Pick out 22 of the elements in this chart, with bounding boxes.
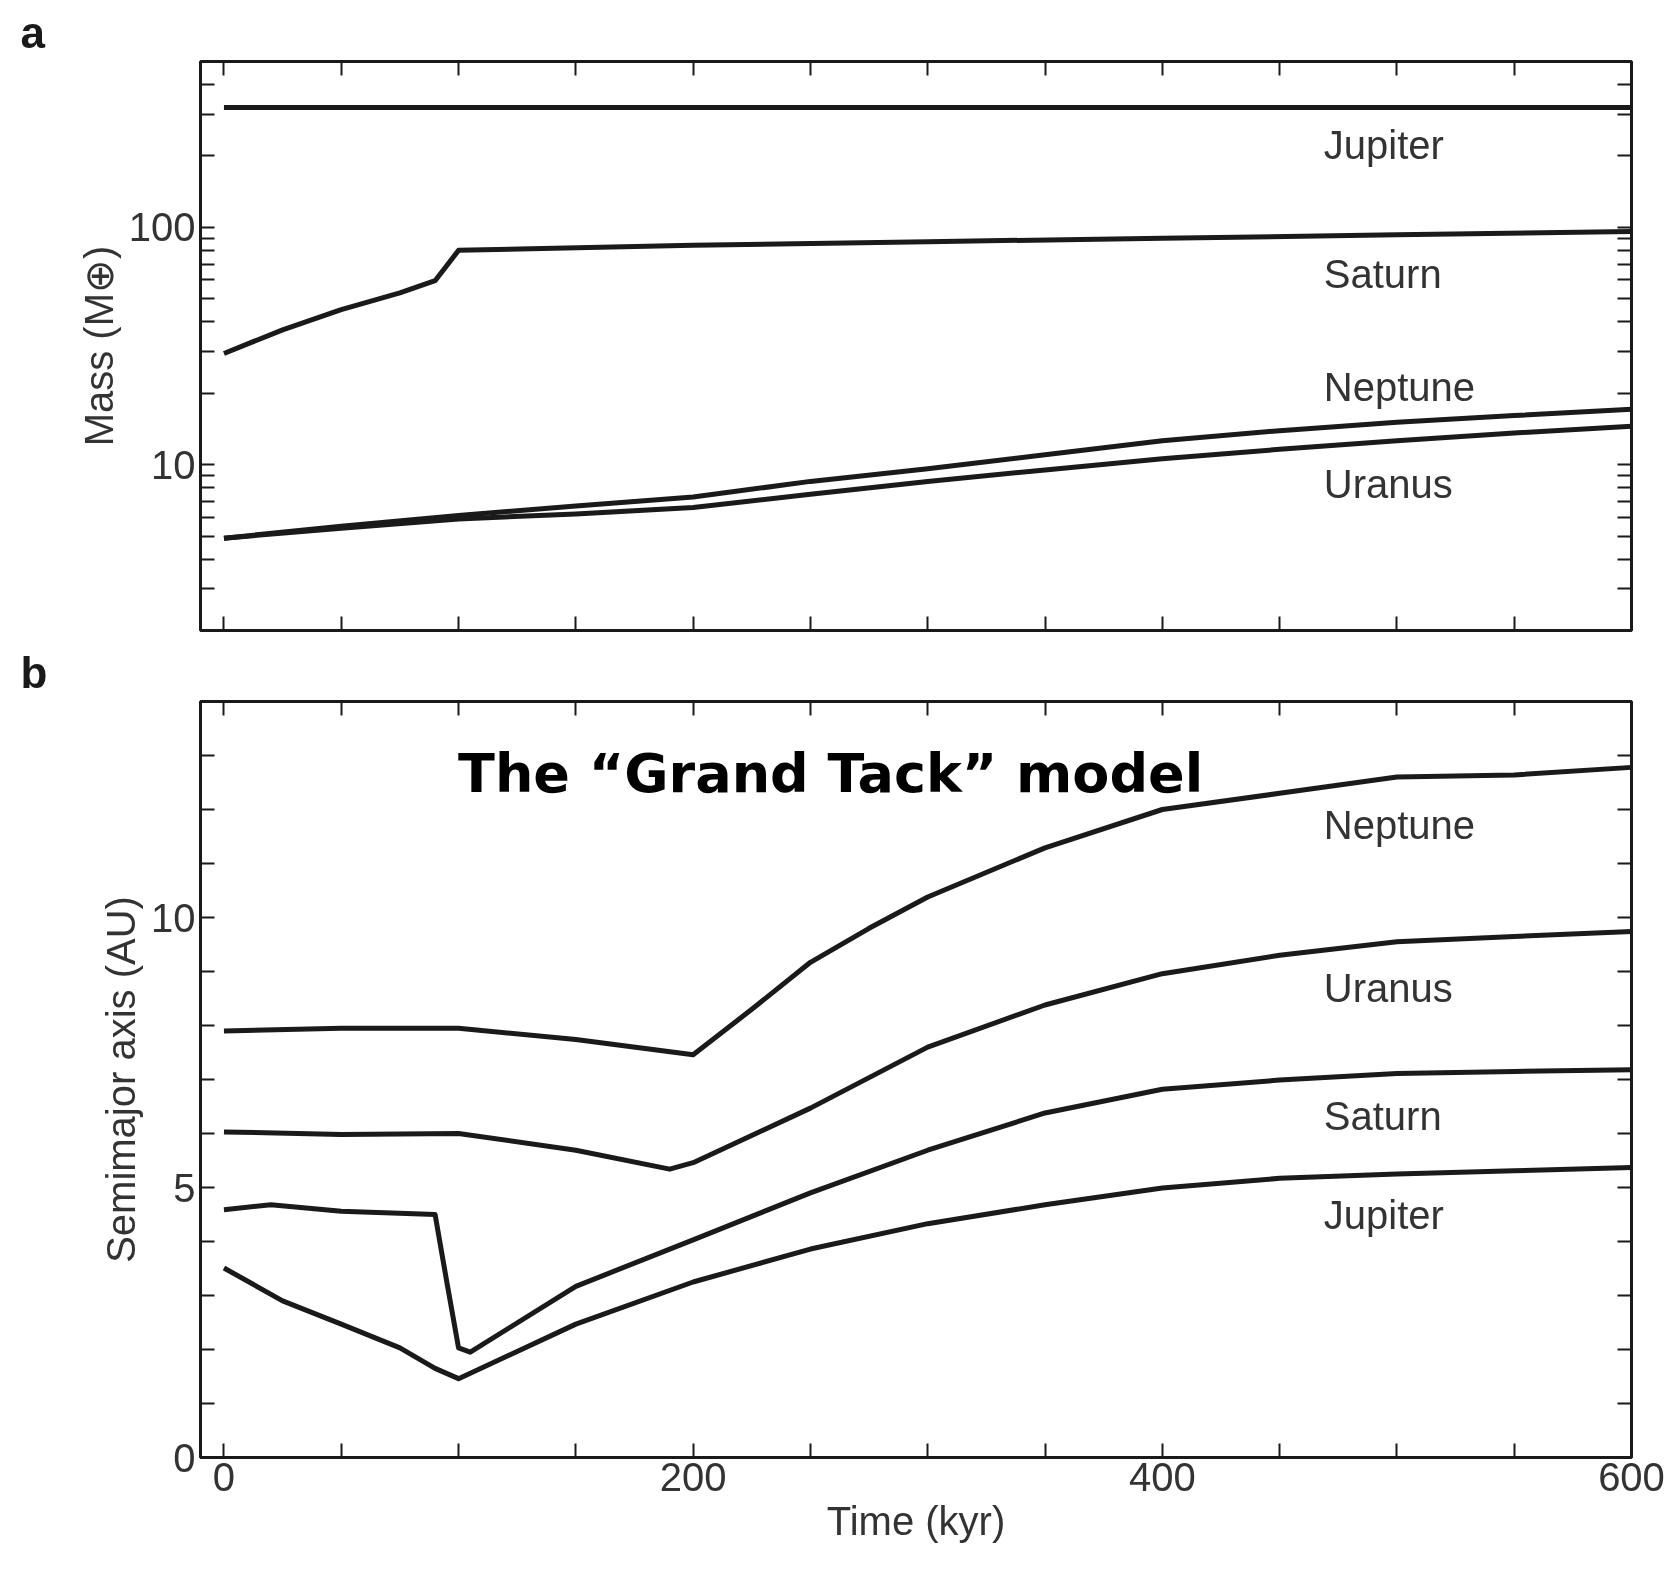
annotation: The “Grand Tack” model: [458, 741, 1204, 805]
y-tick-label: 10: [151, 895, 196, 940]
y-axis-title: Mass (M⊕): [76, 245, 121, 447]
y-tick-label: 5: [173, 1165, 196, 1210]
x-tick-label: 600: [1598, 1454, 1665, 1499]
x-axis-title: Time (kyr): [826, 1498, 1006, 1543]
series-label: Neptune: [1323, 365, 1476, 410]
chart-title: a: [20, 7, 46, 57]
y-axis-title: Semimajor axis (AU): [99, 896, 144, 1263]
series-label: Jupiter: [1323, 1192, 1444, 1237]
y-tick-label: 10: [151, 442, 196, 487]
x-tick-label: 400: [1128, 1454, 1196, 1499]
series-label: Uranus: [1323, 966, 1453, 1011]
chart-title: b: [20, 647, 48, 697]
x-tick-label: 0: [212, 1454, 236, 1499]
x-tick-label: 200: [659, 1454, 727, 1499]
series-label: Neptune: [1323, 803, 1476, 848]
series-label: Uranus: [1323, 462, 1453, 507]
y-tick-label: 100: [128, 205, 196, 250]
legend-label: Jupiter: [1323, 123, 1444, 168]
series-label: Saturn: [1323, 1093, 1442, 1138]
series-label: Saturn: [1323, 251, 1442, 296]
